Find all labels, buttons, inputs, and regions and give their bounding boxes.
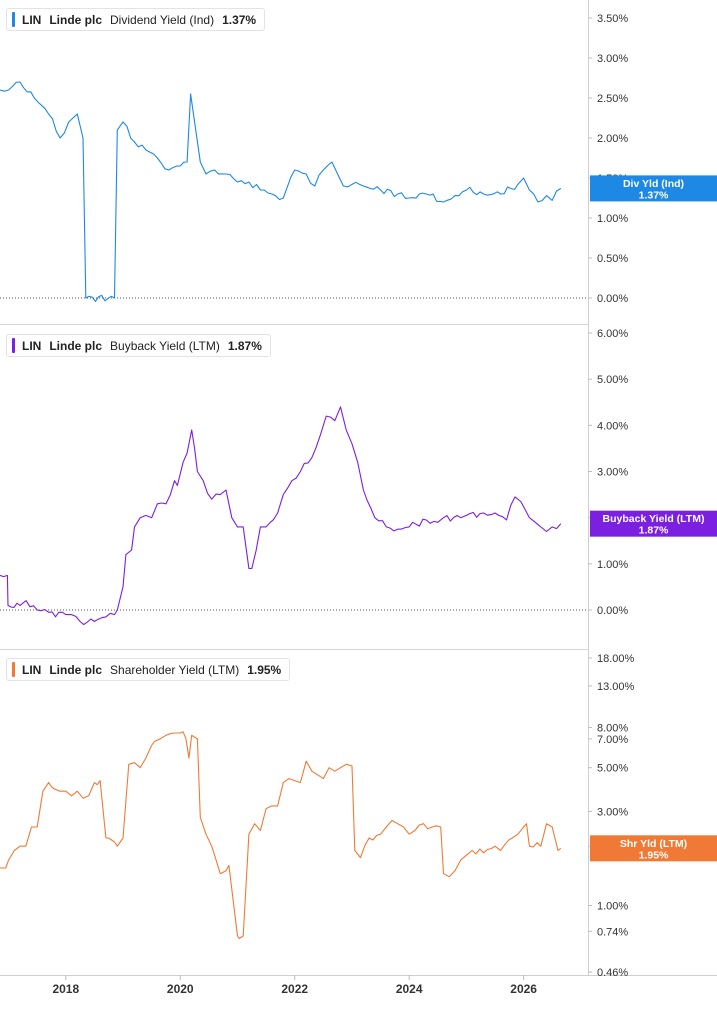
x-tick-label: 2018: [52, 982, 79, 996]
legend-dividend-metric: Dividend Yield (Ind): [110, 12, 215, 27]
y-tick-label: 6.00%: [597, 328, 628, 340]
y-tick-label: 0.50%: [597, 253, 628, 265]
legend-buyback-swatch: [12, 338, 15, 353]
y-tick-label: 4.00%: [597, 420, 628, 432]
y-tick-label: 3.00%: [597, 806, 628, 818]
shareholder-series-line: [0, 731, 562, 940]
y-tick-label: 0.00%: [597, 293, 628, 305]
legend-buyback[interactable]: LIN Linde plc Buyback Yield (LTM) 1.87%: [6, 334, 271, 357]
y-tick-label: 5.00%: [597, 763, 628, 775]
y-tick-label: 0.00%: [597, 605, 628, 617]
y-tick-label: 3.00%: [597, 53, 628, 65]
legend-buyback-ticker: LIN: [22, 338, 42, 353]
x-tick-label: 2026: [510, 982, 537, 996]
shareholder-value-tag: [590, 835, 717, 862]
y-tick-label: 3.00%: [597, 467, 628, 479]
x-tick-label: 2020: [167, 982, 194, 996]
dividend-value-tag-name: Div Yld (Ind): [623, 178, 684, 190]
y-tick-label: 0.46%: [597, 967, 628, 979]
y-tick-label: 2.50%: [597, 93, 628, 105]
y-tick-label: 1.00%: [597, 213, 628, 225]
x-tick-label: 2024: [396, 982, 423, 996]
shareholder-value-tag-value: 1.95%: [639, 849, 669, 861]
dividend-value-tag: [590, 175, 717, 202]
legend-buyback-value: 1.87%: [227, 338, 262, 353]
y-tick-label: 18.00%: [597, 653, 635, 665]
shareholder-value-tag-name: Shr Yld (LTM): [620, 838, 687, 850]
legend-buyback-metric: Buyback Yield (LTM): [110, 338, 220, 353]
y-tick-label: 13.00%: [597, 681, 635, 693]
y-tick-label: 7.00%: [597, 734, 628, 746]
buyback-value-tag-value: 1.87%: [639, 525, 669, 537]
buyback-value-tag-name: Buyback Yield (LTM): [603, 513, 705, 525]
y-tick-label: 3.50%: [597, 13, 628, 25]
legend-shareholder-metric: Shareholder Yield (LTM): [110, 662, 240, 677]
y-tick-label: 1.00%: [597, 559, 628, 571]
legend-shareholder-company: Linde plc: [49, 662, 103, 677]
buyback-value-tag: [590, 510, 717, 537]
legend-dividend-ticker: LIN: [22, 12, 42, 27]
dividend-series-line: [0, 81, 562, 302]
y-tick-label: 1.00%: [597, 901, 628, 913]
y-tick-label: 5.00%: [597, 374, 628, 386]
x-tick-label: 2022: [281, 982, 308, 996]
legend-shareholder-swatch: [12, 662, 15, 677]
legend-shareholder[interactable]: LIN Linde plc Shareholder Yield (LTM) 1.…: [6, 658, 291, 681]
legend-shareholder-value: 1.95%: [247, 662, 282, 677]
legend-shareholder-ticker: LIN: [22, 662, 42, 677]
dividend-value-tag-value: 1.37%: [639, 189, 669, 201]
legend-buyback-company: Linde plc: [49, 338, 103, 353]
legend-dividend-company: Linde plc: [49, 12, 103, 27]
y-tick-label: 8.00%: [597, 722, 628, 734]
buyback-series-line: [0, 406, 562, 626]
legend-dividend[interactable]: LIN Linde plc Dividend Yield (Ind) 1.37%: [6, 8, 266, 31]
y-tick-label: 2.00%: [597, 133, 628, 145]
legend-dividend-swatch: [12, 12, 15, 27]
legend-dividend-value: 1.37%: [222, 12, 257, 27]
y-tick-label: 0.74%: [597, 926, 628, 938]
